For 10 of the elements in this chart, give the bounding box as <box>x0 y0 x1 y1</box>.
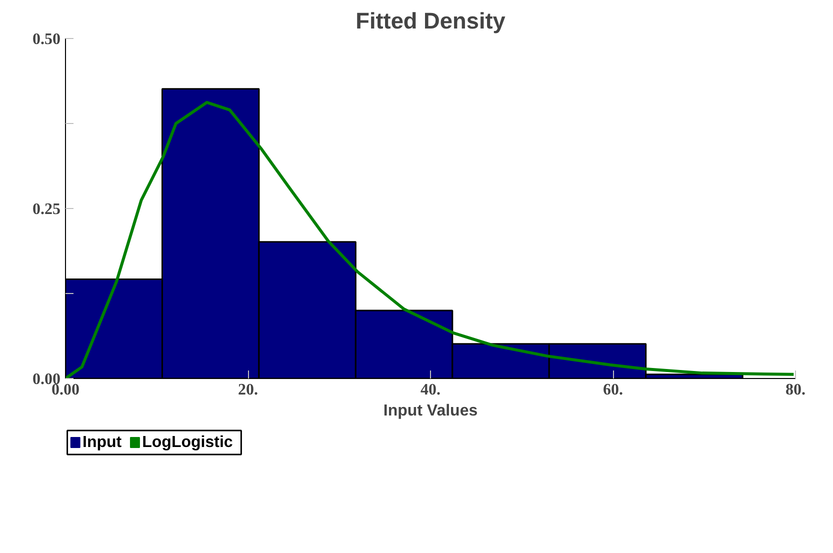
chart-title: Fitted Density <box>356 8 506 34</box>
x-tick-label: 60. <box>603 382 623 398</box>
x-tick-label: 40. <box>420 382 440 398</box>
legend-label: Input <box>82 434 122 451</box>
y-tick-label: 0.25 <box>32 201 60 218</box>
x-tick-label: 20. <box>238 382 258 398</box>
x-axis-title: Input Values <box>383 402 478 420</box>
y-tick-label: 0.50 <box>32 31 60 48</box>
x-tick-label: 80. <box>786 382 806 398</box>
legend-label: LogLogistic <box>142 434 233 451</box>
